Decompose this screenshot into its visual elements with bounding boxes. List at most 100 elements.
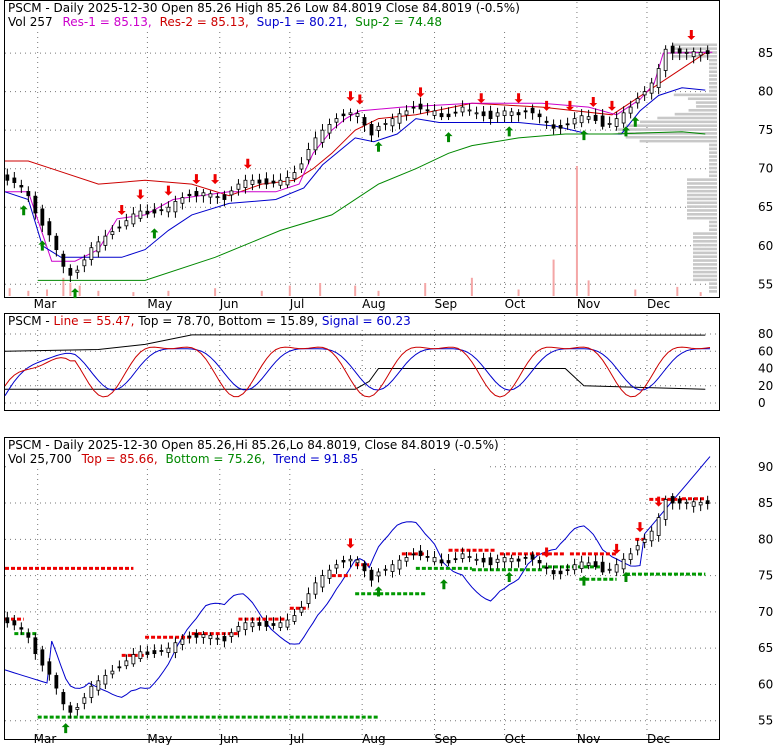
candle-body [663,499,668,520]
sell-arrow-icon [589,97,598,108]
candle-body [236,626,241,632]
sell-arrow-icon [243,158,252,169]
candle-body [243,179,248,188]
candle-body [5,617,10,624]
volume-bar [517,289,520,296]
sup2-line [37,131,706,281]
volume-profile-bar [709,78,717,81]
volume-bar [470,277,473,296]
volume-profile-bar [657,116,717,120]
candle-body [124,220,129,227]
volume-profile-bar [693,232,717,235]
candle-body [390,118,395,127]
price-panel-gridlines [5,2,717,296]
y-tick-label: 60 [758,344,773,358]
volume-profile-bar [709,170,717,174]
volume-bar [354,285,357,296]
candle-body [26,632,31,638]
volume-bar [699,292,702,296]
candle-body [607,568,612,571]
sell-arrow-icon [542,547,551,558]
x-tick-label: Jun [219,732,239,745]
volume-profile-bar [709,286,717,289]
candle-body [208,635,213,640]
sell-arrow-icon [416,87,425,98]
x-tick-label: Nov [577,297,600,311]
candle-body [642,91,647,96]
candle-body [509,111,514,116]
candle-body [103,674,108,685]
candle-body [418,103,423,110]
candle-body [607,123,612,125]
candle-body [705,500,710,505]
candle-body [187,193,192,197]
trend-panel-x-axis: Mar May Jun Jul Aug Sep Oct Nov Dec [34,732,671,745]
volume-profile-bar [639,139,717,143]
candle-body [572,118,577,125]
candle-body [19,185,24,188]
candle-body [271,623,276,626]
legend-trend-bottom: Bottom = 75.26, [166,452,266,466]
candle-body [215,637,220,640]
candle-body [383,568,388,571]
candle-body [705,50,710,55]
candle-body [544,120,549,123]
volume-profile-bar [687,182,717,185]
y-tick-label: 80 [758,85,773,99]
candle-body [502,557,507,563]
candle-body [110,231,115,235]
volume-bar [27,290,30,296]
candle-body [278,179,283,186]
candle-body [341,113,346,117]
price-candles [5,42,710,283]
volume-bar [132,292,135,296]
volume-profile-bar [709,174,717,178]
candle-body [194,191,199,197]
volume-bar [552,259,555,296]
buy-arrow-icon [61,723,70,734]
candle-body [593,114,598,121]
sell-arrow-icon [136,189,145,200]
candle-body [208,193,213,198]
sell-arrow-icon [542,100,551,111]
candle-body [327,569,332,579]
volume-profile-bar [709,74,717,77]
candle-body [264,178,269,185]
candle-body [348,558,353,562]
buy-arrow-icon [505,126,514,137]
x-tick-label: May [147,732,172,745]
candle-body [201,634,206,638]
trend-panel-y-axis: 90 85 80 75 70 65 60 55 [758,460,773,728]
candle-body [229,632,234,637]
volume-profile-bar [709,151,717,154]
volume-profile-bar [687,205,717,208]
volume-bar [319,283,322,296]
candle-body [362,563,367,572]
candle-body [677,48,682,54]
x-tick-label: Oct [505,732,526,745]
candle-body [593,561,598,567]
volume-profile-bar [693,278,717,282]
candle-body [390,564,395,572]
candle-body [334,118,339,123]
volume-profile-bar [672,47,717,50]
candle-body [530,107,535,114]
legend-trend: Trend = 91.85 [272,452,358,466]
y-tick-label: 90 [758,460,773,474]
candle-body [33,637,38,655]
legend-res2: Res-2 = 85.13, [160,15,249,29]
volume-profile-bar [687,216,717,220]
candle-body [285,176,290,186]
candle-body [474,558,479,561]
volume-profile-bar [709,282,717,285]
candle-body [453,558,458,561]
oscillator-header-bg [6,314,446,329]
y-tick-label: 75 [758,569,773,583]
top-line [4,334,706,352]
candle-body [369,569,374,581]
candle-body [299,163,304,170]
candle-body [75,269,80,273]
sell-arrow-icon [211,174,220,185]
candle-body [411,106,416,109]
candle-body [215,196,220,199]
